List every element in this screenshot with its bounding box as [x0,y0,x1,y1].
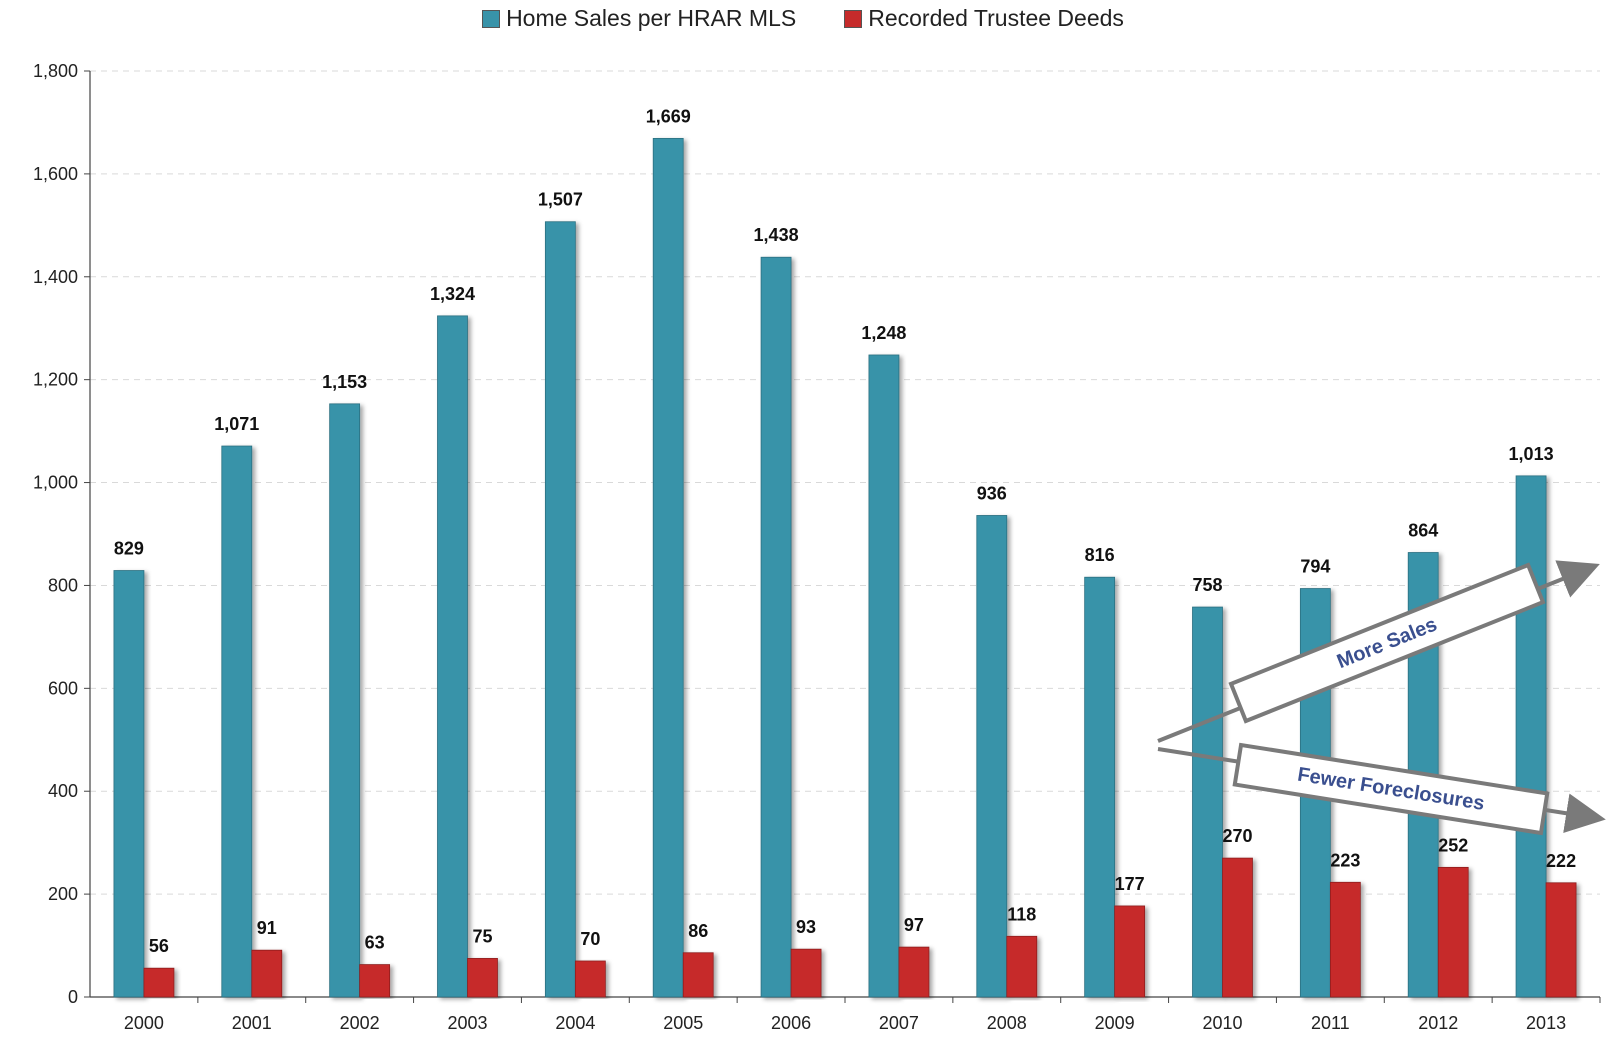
legend-label-deeds: Recorded Trustee Deeds [868,5,1124,31]
bar-deeds [574,960,606,998]
x-tick-label: 2009 [1095,1013,1135,1033]
data-label-sales: 829 [114,539,144,559]
y-tick-label: 1,000 [33,473,78,493]
y-tick-label: 400 [48,781,78,801]
data-label-deeds: 177 [1115,874,1145,894]
bar-sales [1084,576,1116,998]
bar-deeds [467,958,498,998]
more-sales-callout: More Sales [1228,562,1546,724]
data-label-deeds: 270 [1222,826,1252,846]
bar-sales [976,515,1008,998]
bar-deeds [251,949,283,998]
x-tick-label: 2005 [663,1013,703,1033]
y-tick-label: 1,400 [33,267,78,287]
bar-deeds [682,952,714,998]
bar-sales [760,256,792,998]
data-label-deeds: 91 [257,918,277,938]
data-label-deeds: 56 [149,936,169,956]
x-tick-label: 2000 [124,1013,164,1033]
data-label-sales: 758 [1192,575,1222,595]
bar-sales [544,221,576,998]
bar-deeds [359,964,391,998]
x-tick-label: 2004 [555,1013,595,1033]
data-label-deeds: 86 [688,921,708,941]
bar-deeds [1329,881,1361,998]
bar-deeds [1222,857,1253,998]
data-label-sales: 864 [1408,521,1438,541]
bar-deeds [898,946,930,998]
data-label-sales: 1,669 [646,106,691,126]
x-tick-label: 2012 [1418,1013,1458,1033]
legend-swatch-deeds [844,9,863,28]
x-tick-label: 2006 [771,1013,811,1033]
bar-sales [652,137,684,998]
bar-deeds [1006,935,1038,998]
y-tick-label: 1,600 [33,164,78,184]
x-tick-label: 2003 [447,1013,487,1033]
data-label-sales: 1,438 [754,225,799,245]
x-tick-label: 2002 [340,1013,380,1033]
bar-sales [221,445,253,998]
x-tick-label: 2007 [879,1013,919,1033]
fewer-foreclosures-callout: Fewer Foreclosures [1232,742,1550,836]
bar-deeds [790,948,822,998]
bar-sales [113,570,145,998]
legend-item-sales: Home Sales per HRAR MLS [482,5,796,32]
bar-sales [329,403,361,998]
y-tick-label: 0 [68,987,78,1007]
data-label-deeds: 118 [1007,904,1036,924]
data-label-deeds: 63 [365,933,385,953]
bar-sales [437,315,468,998]
data-label-sales: 1,071 [214,414,259,434]
y-tick-label: 1,200 [33,370,78,390]
legend-swatch-sales [482,9,501,28]
y-tick-label: 200 [48,884,78,904]
data-label-sales: 794 [1300,557,1330,577]
bar-deeds [1545,882,1577,998]
data-label-deeds: 70 [580,929,600,949]
bar-sales [1515,475,1547,998]
data-label-deeds: 222 [1546,851,1576,871]
data-label-sales: 1,013 [1509,444,1554,464]
data-label-deeds: 97 [904,915,924,935]
data-label-sales: 1,324 [430,284,475,304]
data-labels: 829 56 1,071 91 1,153 63 1,324 75 1,507 70 1,669 86… [114,106,1576,956]
bar-sales [1192,606,1223,998]
x-tick-label: 2008 [987,1013,1027,1033]
data-label-deeds: 252 [1438,835,1468,855]
x-axis: 2000 2001 2002 2003 2004 2005 2006 2007 2008 2009… [90,996,1601,1033]
y-tick-label: 600 [48,678,78,698]
x-tick-label: 2001 [232,1013,272,1033]
y-axis: 0 200 400 600 800 1,000 1,200 1,400 1,600 1,800 [33,61,91,1007]
bar-deeds [1437,866,1469,998]
bar-deeds [1114,905,1146,998]
y-tick-label: 800 [48,575,78,595]
data-label-sales: 816 [1085,545,1115,565]
legend: Home Sales per HRAR MLS Recorded Trustee… [0,5,1606,32]
x-tick-label: 2013 [1526,1013,1566,1033]
data-label-sales: 1,507 [538,190,583,210]
y-tick-label: 1,800 [33,61,78,81]
data-label-deeds: 75 [472,926,492,946]
x-tick-label: 2010 [1202,1013,1242,1033]
x-tick-label: 2011 [1311,1013,1350,1033]
legend-label-sales: Home Sales per HRAR MLS [506,5,797,31]
data-label-deeds: 93 [796,917,816,937]
data-label-sales: 1,153 [322,372,367,392]
data-label-deeds: 223 [1330,850,1360,870]
data-label-sales: 1,248 [861,323,906,343]
bar-deeds [143,967,175,998]
legend-item-deeds: Recorded Trustee Deeds [844,5,1124,32]
bar-sales [868,354,900,998]
data-label-sales: 936 [977,483,1007,503]
